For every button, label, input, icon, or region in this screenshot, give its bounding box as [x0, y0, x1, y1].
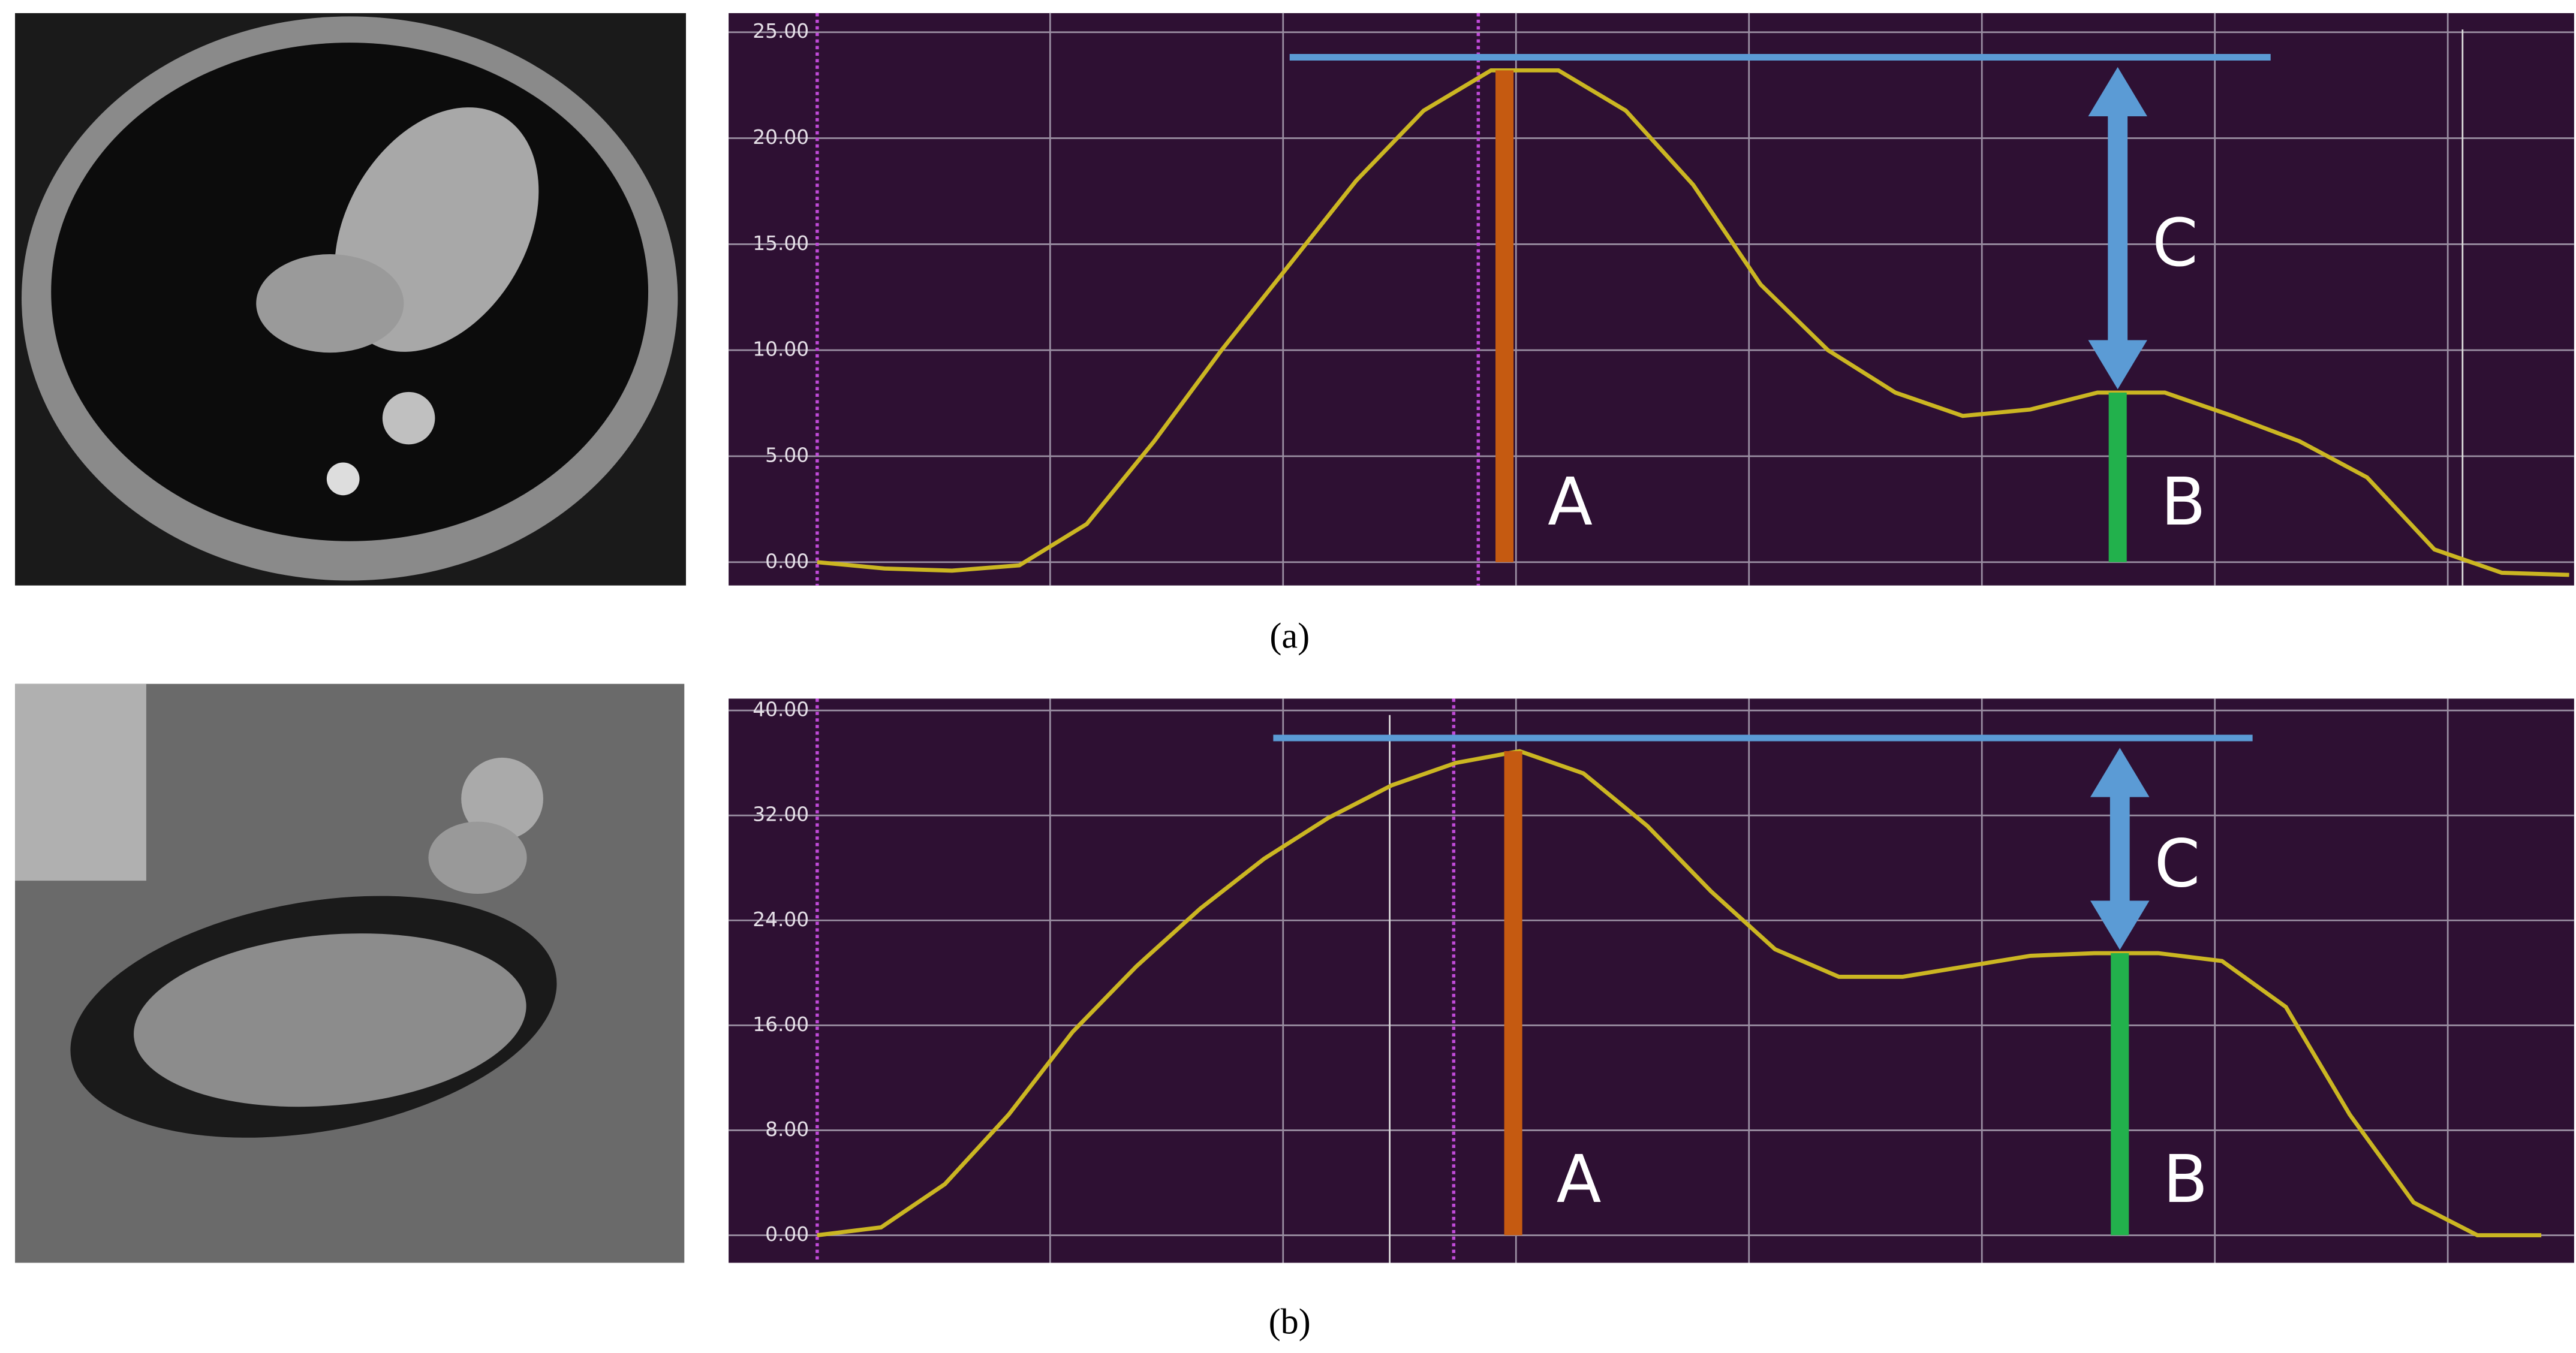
y-tick-label: 0.00 [765, 550, 809, 572]
marker-bar [1504, 751, 1522, 1236]
y-tick-label: 16.00 [753, 1013, 809, 1036]
y-tick-label: 5.00 [765, 444, 809, 466]
panel-caption: (a) [1269, 616, 1310, 656]
panel-caption: (b) [1269, 1301, 1311, 1342]
y-tick-label: 32.00 [753, 803, 809, 826]
marker-bar [2108, 392, 2127, 562]
difference-label: C [2154, 825, 2200, 902]
difference-label: C [2152, 204, 2198, 281]
plot-background [729, 13, 2574, 586]
marker-label: A [1557, 1141, 1602, 1218]
difference-arrow [2090, 748, 2150, 950]
mri-image-a [15, 13, 686, 586]
marker-bar [2111, 953, 2129, 1236]
marker-label: B [2163, 1141, 2208, 1218]
strain-curve [817, 749, 2542, 1237]
y-tick-label: 20.00 [753, 126, 809, 149]
marker-label: A [1548, 463, 1593, 540]
y-tick-label: 40.00 [753, 698, 809, 721]
mri-image-b [15, 683, 685, 1263]
plot-background [729, 698, 2574, 1263]
y-tick-label: 24.00 [753, 908, 809, 931]
y-tick-label: 0.00 [765, 1223, 809, 1246]
strain-curve [817, 68, 2569, 577]
y-tick-label: 8.00 [765, 1118, 809, 1141]
y-tick-label: 25.00 [753, 20, 809, 43]
marker-bar [1495, 70, 1514, 562]
marker-label: B [2161, 463, 2206, 540]
difference-arrow [2088, 67, 2147, 390]
y-tick-label: 10.00 [753, 338, 809, 361]
y-tick-label: 15.00 [753, 232, 809, 255]
